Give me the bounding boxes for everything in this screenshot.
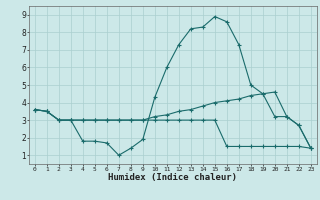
X-axis label: Humidex (Indice chaleur): Humidex (Indice chaleur) [108, 173, 237, 182]
